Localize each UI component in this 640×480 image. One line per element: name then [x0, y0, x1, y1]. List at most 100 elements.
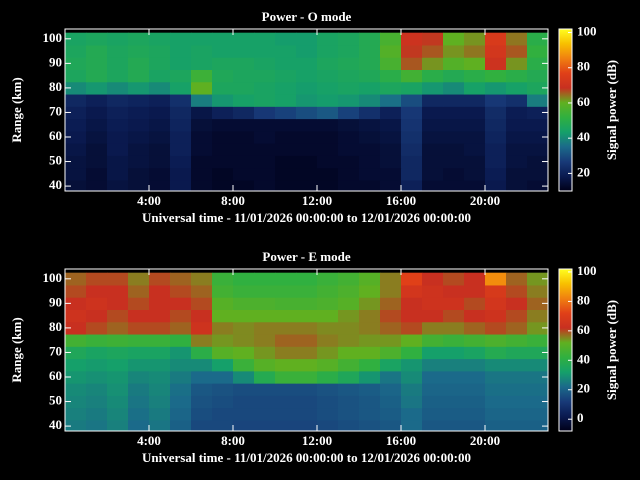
y-tick-label: 40 — [49, 177, 62, 192]
colorbar-tick-label: 80 — [577, 292, 590, 307]
cell — [191, 346, 213, 360]
cell — [65, 297, 87, 310]
cell — [149, 346, 171, 360]
cell — [464, 419, 486, 431]
cell — [107, 407, 129, 421]
cell — [401, 358, 423, 372]
cell — [506, 272, 528, 286]
cell — [107, 118, 129, 132]
cell — [443, 419, 465, 431]
cell — [338, 395, 360, 409]
cell — [527, 383, 548, 396]
cell — [65, 143, 87, 156]
cell — [170, 118, 192, 132]
cell — [254, 407, 276, 421]
cell — [212, 383, 234, 396]
cell — [170, 419, 192, 431]
cell — [443, 143, 465, 156]
x-axis-label: Universal time - 11/01/2026 00:00:00 to … — [142, 210, 471, 225]
cell — [422, 297, 444, 310]
cell — [485, 32, 507, 46]
cell — [275, 179, 297, 191]
cell — [338, 370, 360, 384]
cell — [401, 44, 423, 58]
cell — [359, 81, 381, 95]
cell — [464, 57, 486, 70]
cell — [359, 155, 381, 169]
cell — [65, 407, 87, 421]
cell — [422, 419, 444, 431]
y-tick-label: 80 — [49, 79, 62, 94]
cell — [485, 395, 507, 409]
cell — [338, 44, 360, 58]
cell — [254, 106, 276, 120]
cell — [317, 106, 339, 120]
cell — [170, 346, 192, 360]
cell — [527, 143, 548, 156]
y-tick-label: 70 — [49, 343, 62, 358]
cell — [317, 69, 339, 83]
cell — [233, 94, 255, 107]
cell — [359, 32, 381, 46]
cell — [149, 284, 171, 298]
cell — [65, 358, 87, 372]
cell — [191, 106, 213, 120]
cell — [86, 118, 108, 132]
cell — [296, 143, 318, 156]
cell — [338, 346, 360, 360]
cell — [65, 321, 87, 335]
cell — [254, 321, 276, 335]
cell — [464, 407, 486, 421]
cell — [443, 284, 465, 298]
cell — [506, 118, 528, 132]
cell — [401, 143, 423, 156]
cell — [464, 179, 486, 191]
cell — [149, 334, 171, 347]
heatmap — [65, 272, 548, 431]
cell — [212, 44, 234, 58]
cell — [254, 346, 276, 360]
cell — [506, 44, 528, 58]
cell — [233, 334, 255, 347]
cell — [506, 94, 528, 107]
cell — [275, 297, 297, 310]
cell — [128, 383, 150, 396]
cell — [380, 383, 402, 396]
cell — [86, 167, 108, 181]
cell — [317, 297, 339, 310]
cell — [212, 309, 234, 323]
cell — [443, 69, 465, 83]
cell — [527, 309, 548, 323]
cell — [233, 118, 255, 132]
cell — [170, 309, 192, 323]
cell — [296, 334, 318, 347]
cell — [464, 32, 486, 46]
cell — [338, 284, 360, 298]
cell — [275, 321, 297, 335]
cell — [296, 419, 318, 431]
cell — [275, 407, 297, 421]
cell — [170, 94, 192, 107]
cell — [191, 383, 213, 396]
cell — [527, 272, 548, 286]
cell — [65, 370, 87, 384]
cell — [86, 358, 108, 372]
cell — [422, 309, 444, 323]
cell — [212, 370, 234, 384]
cell — [422, 69, 444, 83]
cell — [65, 334, 87, 347]
cell — [485, 284, 507, 298]
cell — [338, 118, 360, 132]
cell — [212, 130, 234, 144]
cell — [485, 419, 507, 431]
cell — [485, 297, 507, 310]
cell — [212, 167, 234, 181]
colorbar-tick-label: 20 — [577, 164, 590, 179]
cell — [275, 383, 297, 396]
cell — [212, 284, 234, 298]
cell — [317, 407, 339, 421]
cell — [254, 143, 276, 156]
cell — [233, 407, 255, 421]
cell — [296, 297, 318, 310]
cell — [107, 321, 129, 335]
